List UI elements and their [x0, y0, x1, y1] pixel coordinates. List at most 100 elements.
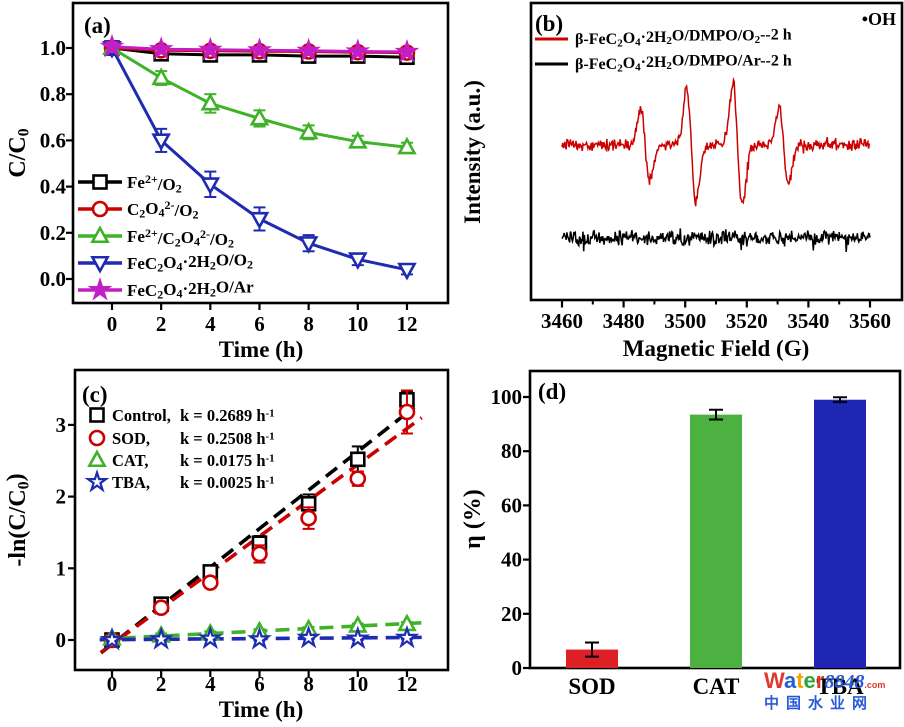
- y-tick-label: 0: [512, 656, 523, 680]
- x-tick-label: 4: [205, 312, 216, 336]
- panel-b-epr-chart: 3460 3480 3500 3520 3540 3560 Magnetic Field (…: [460, 1, 904, 361]
- circle-marker: [349, 470, 367, 487]
- bar: [690, 414, 742, 668]
- circle-marker: [300, 509, 317, 527]
- y-axis-label: η (%): [460, 489, 486, 549]
- legend-label: Control,: [112, 406, 171, 425]
- x-tick-label: 12: [396, 672, 417, 696]
- legend-k-value: k = 0.0175 h-1: [180, 451, 275, 470]
- y-tick-label: 0.6: [40, 128, 66, 152]
- watermark-brand: Water8848.com: [764, 668, 904, 695]
- watermark-suffix: .com: [864, 680, 886, 690]
- triangle-up-marker: [87, 449, 107, 468]
- legend-label: β-FeC2O4·2H2O/DMPO/O2--2 h: [575, 27, 792, 50]
- y-tick-label: 0.2: [40, 221, 66, 245]
- watermark-word: Water: [764, 668, 824, 693]
- legend-label: FeC2O4·2H2O/O2: [127, 251, 253, 275]
- star-marker: [394, 624, 420, 649]
- x-tick-label: 10: [347, 312, 368, 336]
- legend-label: Fe2+/O2: [127, 172, 182, 196]
- star-marker: [345, 625, 371, 650]
- category-label: CAT: [693, 674, 740, 699]
- panel-letter: (d): [538, 379, 566, 404]
- triangle-down-marker: [90, 255, 110, 274]
- legend-k-value: k = 0.2508 h-1: [180, 429, 275, 448]
- x-tick-label: 3560: [849, 309, 891, 333]
- circle-marker: [91, 200, 109, 218]
- legend-label: CAT,: [112, 451, 149, 470]
- x-tick-label: 4: [205, 672, 216, 696]
- plot-border: [73, 368, 450, 672]
- y-axis-label: C/C0: [5, 128, 33, 177]
- watermark-number: 8848: [824, 671, 865, 693]
- x-tick-label: 3480: [603, 309, 645, 333]
- star-marker: [87, 277, 113, 301]
- x-tick-label: 6: [254, 312, 265, 336]
- y-tick-label: 1.0: [40, 36, 66, 60]
- series-triangle-down: [102, 40, 417, 281]
- panel-a-degradation-chart: 0 2 4 6 8 10 12 0.0 0.2 0.4 0.6 0.8 1.0 Time (h) C/C0 (…: [5, 1, 450, 362]
- circle-marker: [251, 545, 268, 563]
- y-tick-label: 100: [491, 385, 523, 409]
- star-marker: [394, 38, 420, 63]
- y-tick-label: 1: [56, 556, 67, 580]
- watermark-letter: t: [796, 668, 804, 693]
- circle-marker: [398, 403, 416, 421]
- watermark-subtitle: 中国水业网: [764, 695, 875, 712]
- epr-trace: [561, 228, 871, 253]
- x-tick-label: 12: [396, 312, 417, 336]
- triangle-up-marker: [347, 130, 368, 149]
- legend-label: TBA,: [112, 473, 150, 492]
- legend-label: FeC2O4·2H2O/Ar: [127, 278, 254, 302]
- star-marker: [247, 37, 272, 61]
- y-tick-label: 0: [56, 628, 67, 652]
- star-marker: [99, 627, 125, 651]
- panel-letter: (c): [82, 382, 108, 407]
- x-tick-label: 10: [347, 672, 368, 696]
- x-tick-label: 3500: [664, 309, 706, 333]
- triangle-up-marker: [200, 92, 221, 111]
- triangle-up-marker: [90, 225, 110, 244]
- watermark: Water8848.com 中国水业网: [764, 668, 904, 713]
- star-marker: [197, 625, 223, 650]
- triangle-up-marker: [249, 107, 270, 126]
- series-star: [99, 33, 420, 63]
- x-tick-label: 2: [156, 312, 167, 336]
- y-tick-label: 0.8: [40, 82, 66, 106]
- square-marker: [349, 451, 366, 468]
- star-marker: [296, 37, 321, 62]
- y-tick-label: 40: [501, 548, 522, 572]
- legend-label: C2O42-/O2: [127, 198, 198, 222]
- x-tick-label: 3460: [541, 309, 583, 333]
- star-marker: [148, 36, 174, 60]
- watermark-letter: e: [803, 668, 816, 693]
- category-label: TBA: [816, 674, 864, 699]
- triangle-down-marker: [249, 211, 270, 230]
- triangle-down-marker: [347, 252, 368, 271]
- y-tick-label: 3: [56, 413, 67, 437]
- star-marker: [99, 33, 125, 58]
- square-marker: [89, 407, 105, 423]
- y-tick-label: 0.0: [40, 267, 66, 291]
- watermark-letter: r: [815, 668, 825, 693]
- legend-k-value: k = 0.2689 h-1: [180, 406, 275, 425]
- triangle-up-marker: [397, 136, 417, 155]
- x-tick-label: 2: [156, 672, 167, 696]
- triangle-down-marker: [200, 177, 221, 195]
- x-axis-label: Magnetic Field (G): [623, 336, 810, 361]
- star-marker: [345, 38, 371, 62]
- y-axis-label: Intensity (a.u.): [460, 80, 485, 224]
- x-tick-label: 6: [254, 672, 265, 696]
- triangle-down-marker: [151, 133, 171, 152]
- y-tick-label: 2: [56, 485, 67, 509]
- watermark-letter: a: [783, 668, 797, 693]
- legend-k-value: k = 0.0025 h-1: [180, 473, 275, 492]
- square-marker: [92, 174, 108, 190]
- legend-label: β-FeC2O4·2H2O/DMPO/Ar--2 h: [575, 53, 792, 75]
- legend-label: SOD,: [112, 429, 150, 448]
- triangle-down-marker: [397, 262, 417, 281]
- y-tick-label: 60: [501, 493, 522, 517]
- panel-letter: (b): [535, 11, 563, 36]
- y-tick-label: 20: [501, 602, 522, 626]
